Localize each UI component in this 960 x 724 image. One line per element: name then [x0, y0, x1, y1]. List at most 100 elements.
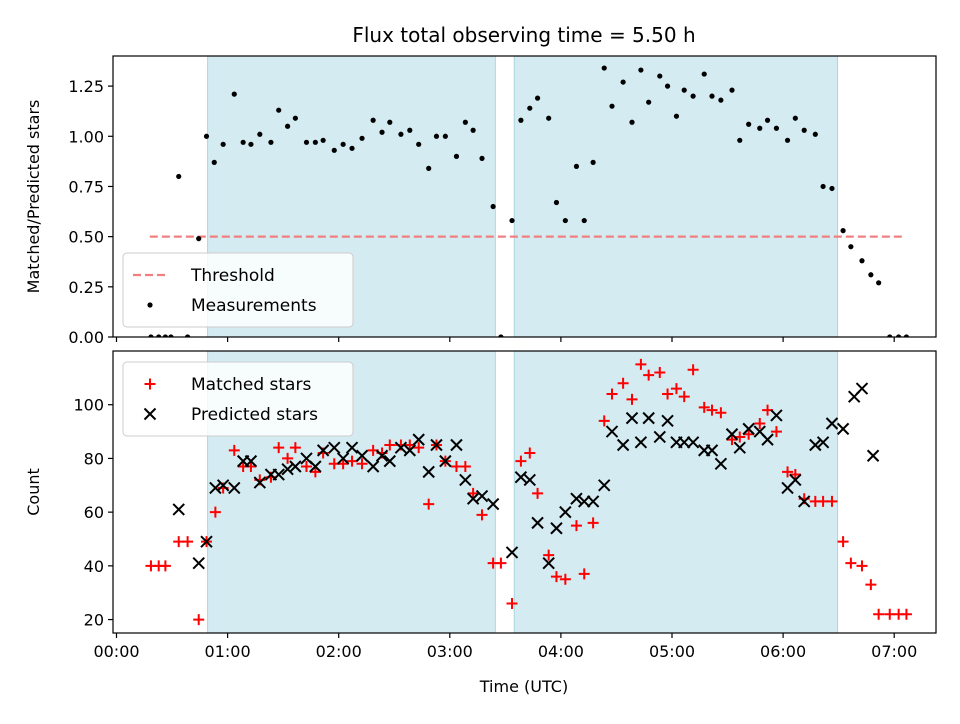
data-point: [868, 272, 874, 278]
data-point: [281, 462, 294, 476]
data-point: [570, 520, 582, 532]
data-point: [509, 217, 515, 224]
y-tick-label: 0.25: [68, 278, 104, 297]
chart-title: Flux total observing time = 5.50 h: [352, 23, 695, 47]
data-point: [578, 495, 591, 508]
y-tick-label: 80: [84, 449, 104, 468]
data-point: [562, 217, 568, 224]
data-point: [550, 522, 563, 535]
data-point: [638, 67, 644, 73]
data-point: [836, 422, 850, 436]
data-point: [798, 495, 811, 508]
data-point: [725, 428, 739, 441]
data-point: [709, 93, 715, 99]
data-point: [216, 479, 230, 492]
ratio-panel: 0.00 0.25 0.50 0.75 1.00 1.25 Matched/Predicte…: [24, 55, 937, 347]
data-point: [746, 121, 752, 127]
data-point: [714, 457, 728, 471]
data-point: [284, 123, 291, 129]
legend-label: Predicted stars: [191, 405, 318, 425]
data-point: [185, 334, 191, 337]
data-point: [182, 536, 194, 548]
legend-marker: [147, 302, 153, 308]
data-point: [661, 414, 674, 428]
axes-frame: [112, 350, 937, 634]
data-point: [518, 117, 524, 123]
predicted-stars-series: [172, 382, 880, 570]
data-point: [439, 454, 452, 468]
observing-window-1: [514, 56, 838, 337]
y-axis-label: Matched/Predicted stars: [24, 100, 43, 294]
data-point: [192, 556, 205, 570]
axes-frame: [112, 55, 937, 338]
data-point: [848, 244, 854, 250]
data-point: [148, 334, 154, 337]
data-point: [865, 579, 877, 591]
data-point: [228, 481, 241, 495]
data-point: [359, 135, 365, 141]
data-point: [459, 460, 471, 472]
data-point: [801, 127, 807, 133]
data-point: [770, 409, 783, 422]
data-point: [705, 444, 719, 457]
y-tick-label: 20: [84, 611, 104, 630]
data-point: [459, 473, 472, 487]
data-point: [856, 560, 868, 572]
data-point: [340, 141, 346, 147]
legend: Matched stars Predicted stars: [122, 361, 354, 437]
data-point: [240, 139, 246, 145]
data-point: [686, 436, 700, 449]
data-point: [812, 131, 818, 137]
data-point: [733, 441, 746, 454]
y-tick-label: 0.00: [68, 328, 104, 347]
data-point: [498, 334, 504, 337]
data-point: [384, 439, 396, 451]
data-point: [450, 438, 463, 452]
data-point: [578, 568, 590, 580]
data-point: [820, 183, 826, 190]
data-point: [737, 137, 743, 143]
data-point: [423, 498, 435, 510]
data-point: [370, 117, 376, 123]
data-point: [837, 536, 849, 548]
x-tick-label: 06:00: [760, 642, 806, 661]
legend-label: Threshold: [190, 266, 275, 286]
data-point: [211, 159, 217, 165]
data-point: [248, 141, 254, 147]
data-point: [282, 452, 294, 464]
x-tick-label: 04:00: [538, 642, 584, 661]
data-point: [573, 163, 580, 169]
data-point: [495, 557, 507, 569]
data-point: [726, 434, 738, 446]
y-tick-label: 0.50: [68, 228, 104, 247]
data-point: [462, 119, 468, 125]
data-point: [272, 468, 285, 481]
x-axis-label: Time (UTC): [479, 677, 568, 696]
data-point: [609, 103, 615, 109]
data-point: [754, 418, 766, 430]
data-point: [887, 334, 893, 337]
data-point: [162, 334, 168, 337]
data-point: [829, 185, 835, 192]
data-point: [770, 426, 782, 438]
data-point: [687, 364, 699, 376]
data-point: [220, 141, 226, 147]
data-point: [859, 258, 865, 264]
data-point: [467, 487, 479, 499]
data-point: [349, 145, 355, 151]
data-point: [328, 441, 341, 454]
matched-stars-series: [145, 358, 912, 626]
data-point: [873, 608, 885, 620]
data-point: [550, 571, 562, 583]
data-point: [379, 129, 385, 135]
legend: Threshold Measurements: [122, 252, 354, 328]
data-point: [453, 153, 460, 159]
data-point: [896, 334, 902, 337]
y-tick-label: 40: [84, 557, 104, 576]
data-point: [292, 115, 298, 121]
data-point: [681, 87, 687, 93]
data-point: [300, 460, 312, 472]
data-point: [784, 137, 791, 143]
data-point: [698, 401, 710, 413]
data-point: [466, 492, 480, 505]
